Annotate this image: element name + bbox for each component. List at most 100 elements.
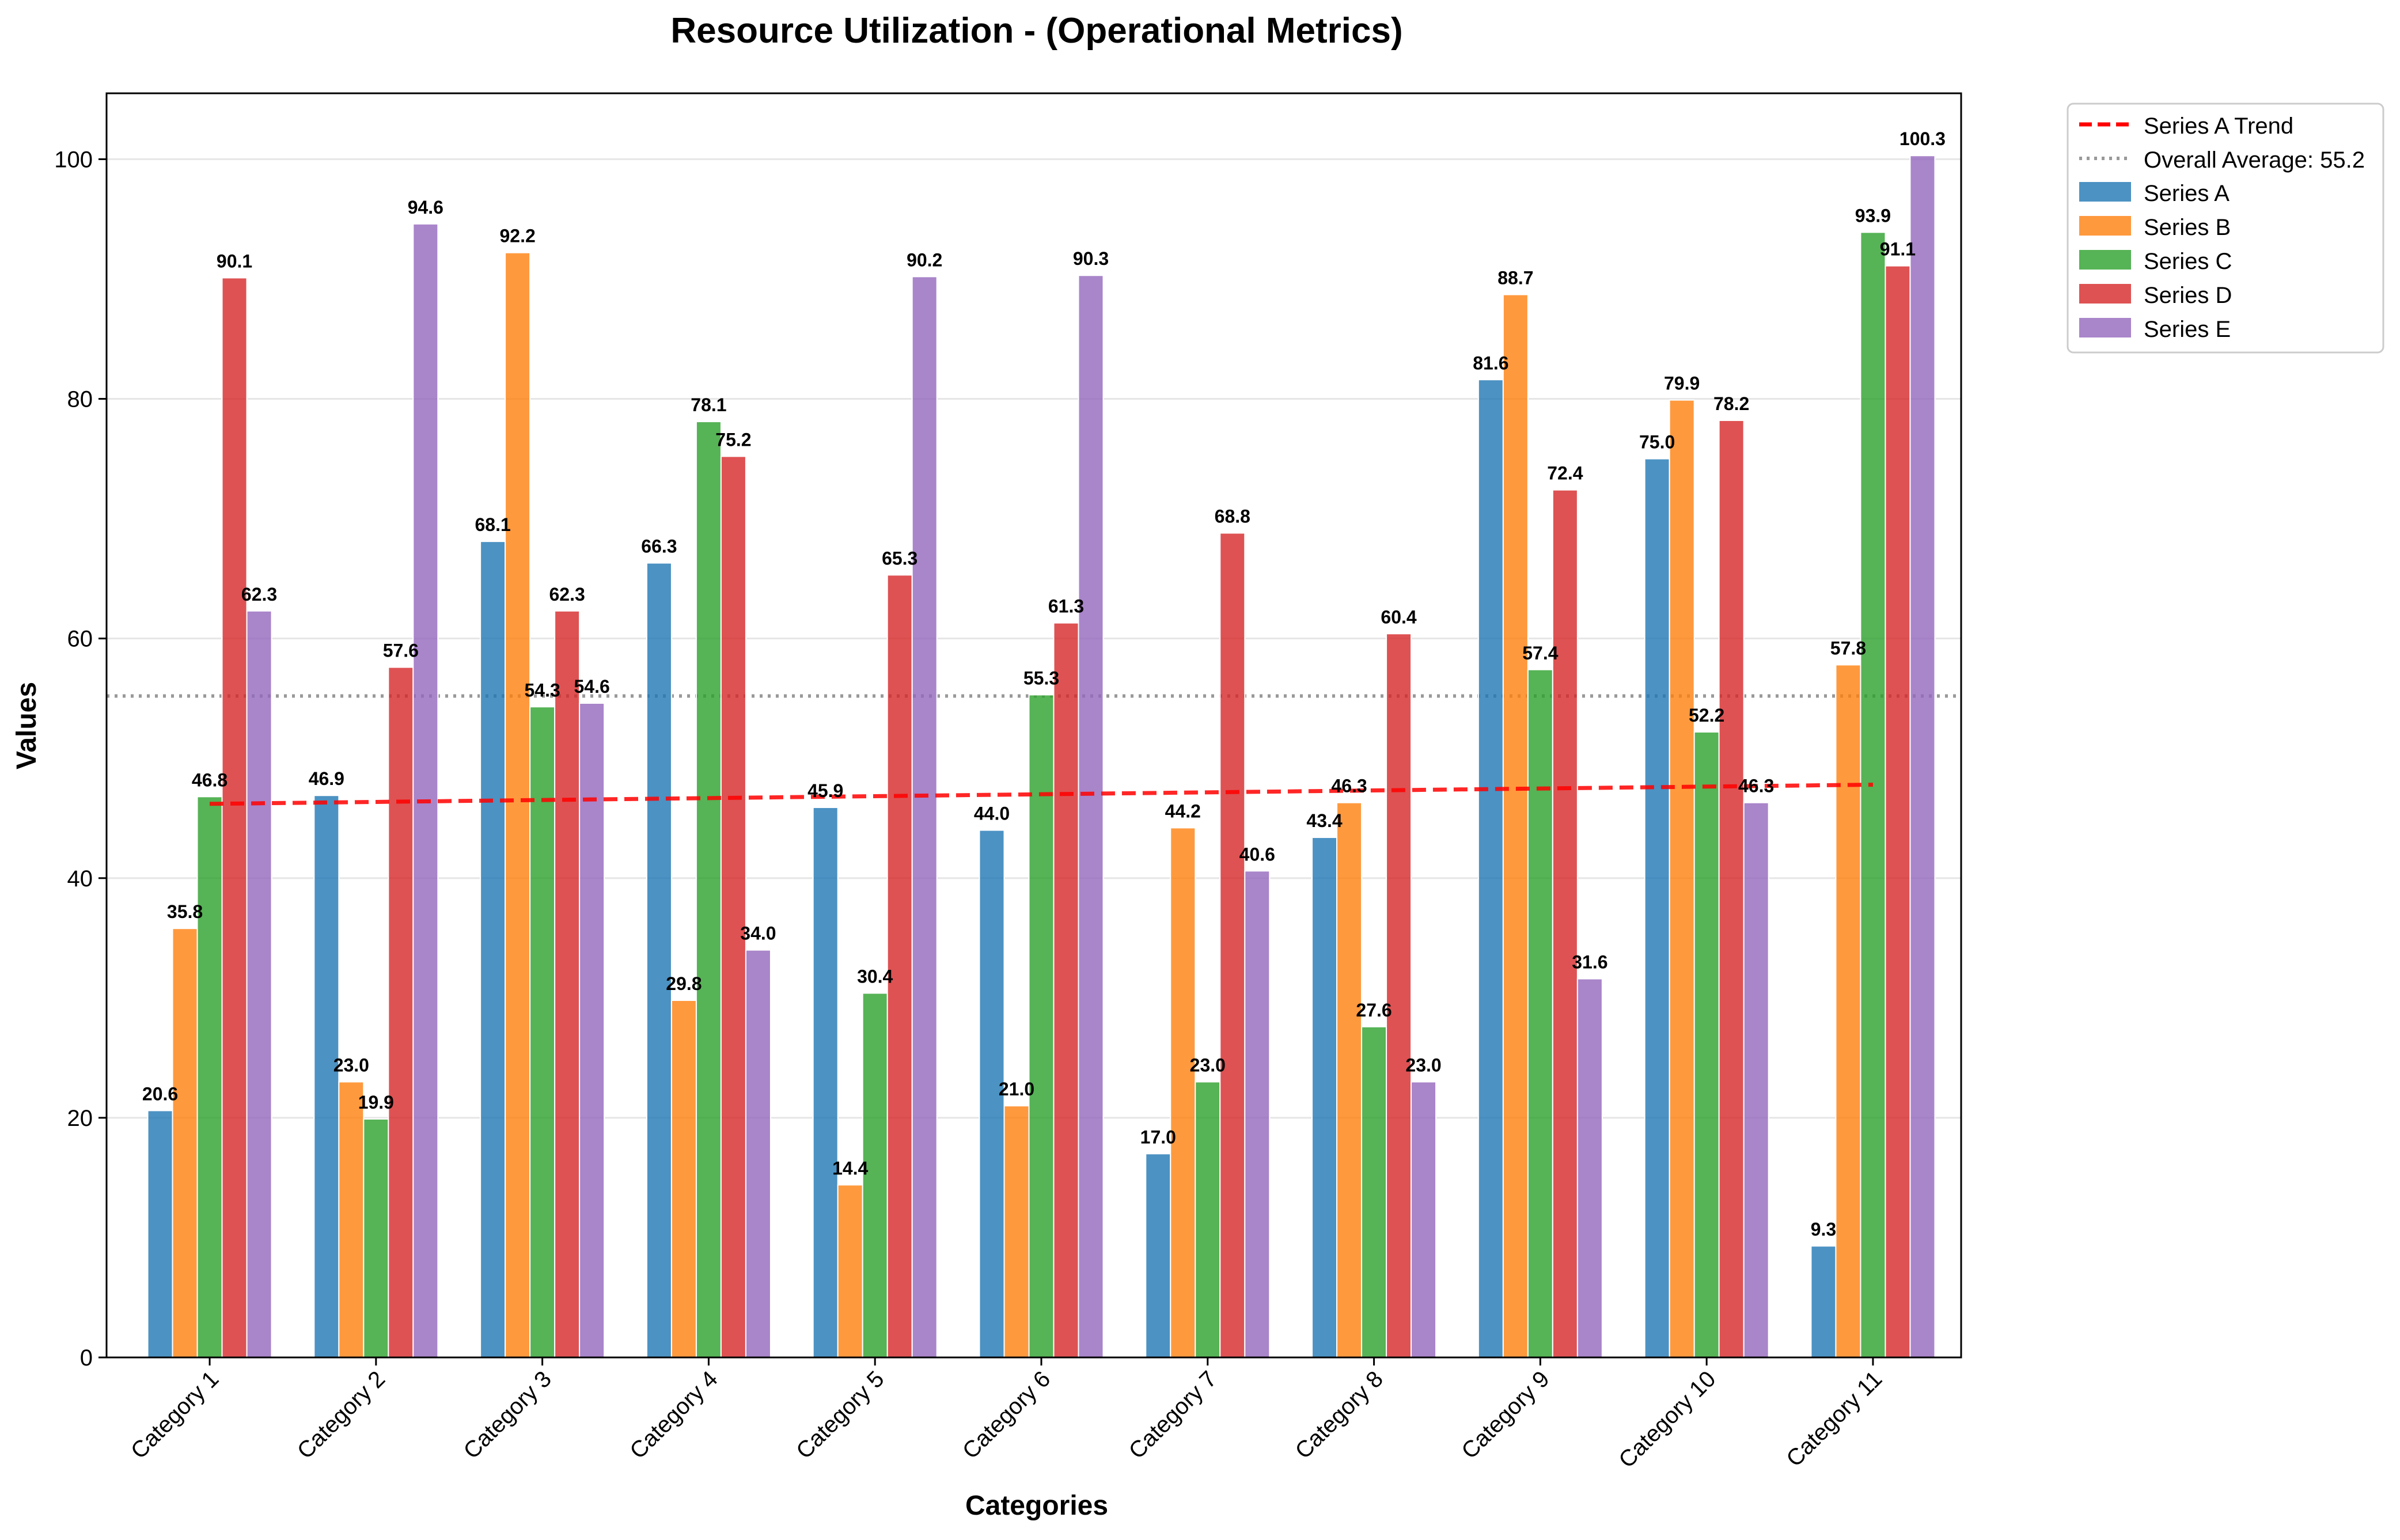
- bar-value-label: 62.3: [241, 584, 277, 605]
- bar-value-label: 91.1: [1880, 239, 1916, 260]
- bar-value-label: 75.0: [1639, 432, 1675, 453]
- bar-value-label: 52.2: [1689, 705, 1724, 726]
- bar-series-e-1: [246, 610, 272, 1358]
- bar-value-label: 46.8: [192, 769, 228, 790]
- bar-value-label: 75.2: [715, 429, 751, 450]
- legend-label-series-c: Series C: [2144, 249, 2232, 274]
- bar-series-c-9: [1527, 669, 1553, 1358]
- bar-value-label: 14.4: [832, 1158, 868, 1178]
- bar-series-d-6: [1053, 622, 1079, 1358]
- bar-series-e-10: [1743, 802, 1769, 1358]
- bar-series-d-7: [1219, 532, 1246, 1358]
- bar-value-label: 34.0: [740, 923, 776, 944]
- bar-series-e-2: [412, 223, 439, 1358]
- bar-value-label: 94.6: [408, 197, 443, 218]
- bar-series-a-7: [1145, 1153, 1171, 1359]
- bar-series-d-9: [1552, 489, 1578, 1359]
- bar-value-label: 92.2: [499, 226, 535, 246]
- bar-series-b-10: [1669, 399, 1695, 1358]
- legend-label-series-d: Series D: [2144, 283, 2232, 308]
- bar-value-label: 55.3: [1023, 667, 1059, 688]
- bar-series-b-4: [670, 999, 697, 1358]
- legend-frame: [2067, 103, 2384, 354]
- bar-series-c-3: [529, 706, 556, 1358]
- bar-value-label: 93.9: [1855, 205, 1891, 226]
- legend-label-average: Overall Average: 55.2: [2144, 147, 2365, 173]
- bar-series-b-1: [172, 928, 198, 1358]
- legend-swatch-series-c: [2079, 250, 2131, 270]
- bar-series-c-10: [1693, 731, 1720, 1358]
- bar-series-c-5: [862, 992, 888, 1358]
- bar-value-label: 44.2: [1165, 801, 1201, 821]
- bar-value-label: 35.8: [167, 901, 203, 922]
- bar-value-label: 57.8: [1830, 638, 1866, 658]
- bar-series-e-6: [1078, 275, 1104, 1358]
- bar-series-b-5: [837, 1184, 863, 1359]
- bar-series-a-10: [1644, 458, 1670, 1358]
- bar-value-label: 23.0: [333, 1055, 369, 1075]
- bar-value-label: 23.0: [1405, 1055, 1441, 1075]
- bar-value-label: 17.0: [1140, 1126, 1176, 1147]
- x-axis-label: Categories: [965, 1490, 1108, 1521]
- bar-series-d-8: [1386, 633, 1412, 1358]
- legend-label-trend: Series A Trend: [2144, 113, 2293, 139]
- bar-value-label: 21.0: [999, 1079, 1034, 1099]
- bar-series-e-5: [911, 276, 938, 1358]
- bar-value-label: 44.0: [974, 803, 1010, 824]
- bar-value-label: 19.9: [358, 1092, 394, 1113]
- bar-series-c-7: [1195, 1081, 1221, 1359]
- bar-value-label: 46.3: [1331, 776, 1367, 796]
- y-tick-layer: 0 20 40 60 80 100: [54, 147, 107, 1371]
- bar-value-label: 90.1: [217, 251, 252, 271]
- bar-value-label: 31.6: [1572, 952, 1607, 973]
- bar-value-label: 78.1: [691, 395, 726, 415]
- bar-value-label: 90.3: [1073, 248, 1109, 269]
- bar-series-c-11: [1860, 232, 1886, 1359]
- bar-series-e-4: [745, 949, 771, 1359]
- bar-series-a-8: [1311, 837, 1338, 1358]
- bar-value-label: 62.3: [549, 584, 585, 605]
- legend-swatch-series-d: [2079, 284, 2131, 304]
- bar-value-label: 78.2: [1713, 393, 1749, 414]
- bar-series-d-10: [1718, 419, 1745, 1358]
- bar-value-label: 65.3: [882, 548, 917, 568]
- bar-series-b-2: [338, 1081, 365, 1359]
- bar-value-label: 79.9: [1664, 373, 1700, 394]
- bar-value-label: 30.4: [857, 966, 893, 987]
- chart-title: Resource Utilization - (Operational Metr…: [670, 11, 1402, 51]
- bar-value-label: 60.4: [1381, 606, 1416, 627]
- bar-series-e-11: [1909, 155, 1936, 1359]
- bar-value-label: 9.3: [1811, 1219, 1836, 1240]
- bar-value-label: 54.6: [574, 676, 609, 697]
- bar-series-a-11: [1810, 1245, 1837, 1358]
- bar-series-a-6: [979, 829, 1005, 1359]
- bar-value-label: 88.7: [1497, 268, 1533, 289]
- bar-value-label: 27.6: [1356, 1000, 1392, 1021]
- bar-value-label: 20.6: [142, 1083, 178, 1104]
- bar-value-label: 54.3: [524, 680, 560, 700]
- bar-value-label: 46.3: [1738, 776, 1774, 796]
- data-label-layer: 20.6 46.9 68.1 66.3 45.9 44.0 17.0 43.4 81.6 75.0…: [142, 128, 1946, 1239]
- bar-series-b-8: [1336, 802, 1363, 1358]
- legend-label-series-e: Series E: [2144, 317, 2231, 342]
- bar-series-d-2: [388, 666, 414, 1358]
- bar-series-c-2: [363, 1118, 389, 1358]
- bar-series-b-7: [1170, 827, 1196, 1359]
- bar-series-b-9: [1502, 294, 1529, 1359]
- y-tick-label: 80: [67, 387, 93, 412]
- bar-series-c-1: [196, 796, 223, 1358]
- y-tick-label: 60: [67, 627, 93, 652]
- bar-series-e-7: [1244, 870, 1271, 1358]
- bar-series-d-4: [720, 456, 746, 1358]
- bar-series-a-4: [646, 562, 672, 1359]
- bar-series-a-5: [812, 807, 839, 1358]
- bar-value-label: 68.8: [1215, 506, 1250, 527]
- bar-series-d-11: [1885, 265, 1911, 1358]
- bar-series-b-6: [1003, 1105, 1030, 1358]
- legend: Series A Trend Overall Average: 55.2 Ser…: [2067, 103, 2384, 354]
- y-axis-label: Values: [12, 682, 42, 769]
- bar-series-d-1: [221, 277, 248, 1358]
- bar-series-a-1: [147, 1110, 173, 1358]
